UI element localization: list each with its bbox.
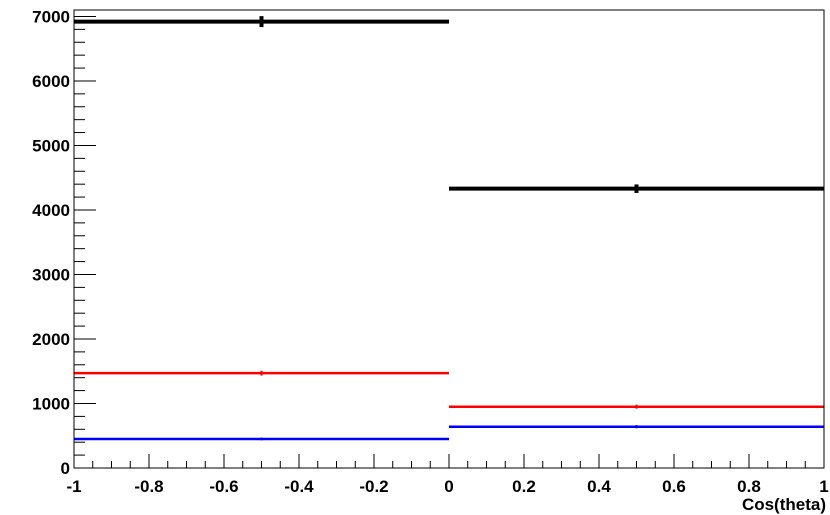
x-tick-label: 0: [444, 477, 453, 496]
y-tick-label: 2000: [32, 330, 70, 349]
y-tick-label: 3000: [32, 265, 70, 284]
y-tick-label: 4000: [32, 201, 70, 220]
x-tick-label: 0.8: [737, 477, 761, 496]
y-tick-label: 7000: [32, 7, 70, 26]
series-0: [74, 16, 824, 193]
x-tick-label: 0.2: [512, 477, 536, 496]
axis-layer: [73, 9, 825, 469]
y-tick-label: 5000: [32, 136, 70, 155]
tick-layer: 0 1000 2000 3000 4000 5000 6000 7000 -1 -0.8 -0.6 -…: [32, 7, 829, 496]
y-tick-label: 1000: [32, 394, 70, 413]
x-tick-label: -0.6: [209, 477, 238, 496]
y-tick-label: 6000: [32, 72, 70, 91]
plot-frame: [73, 9, 825, 469]
x-tick-label: -0.2: [359, 477, 388, 496]
series-layer: [74, 16, 824, 441]
y-tick-label: 0: [61, 459, 70, 478]
x-axis-title: Cos(theta): [742, 495, 826, 514]
series-1: [74, 370, 824, 409]
series-2: [74, 425, 824, 441]
x-tick-label: -0.8: [134, 477, 163, 496]
x-tick-label: -1: [66, 477, 81, 496]
x-tick-label: 0.4: [587, 477, 611, 496]
x-tick-label: 0.6: [662, 477, 686, 496]
x-tick-label: -0.4: [284, 477, 314, 496]
x-tick-label: 1: [819, 477, 828, 496]
